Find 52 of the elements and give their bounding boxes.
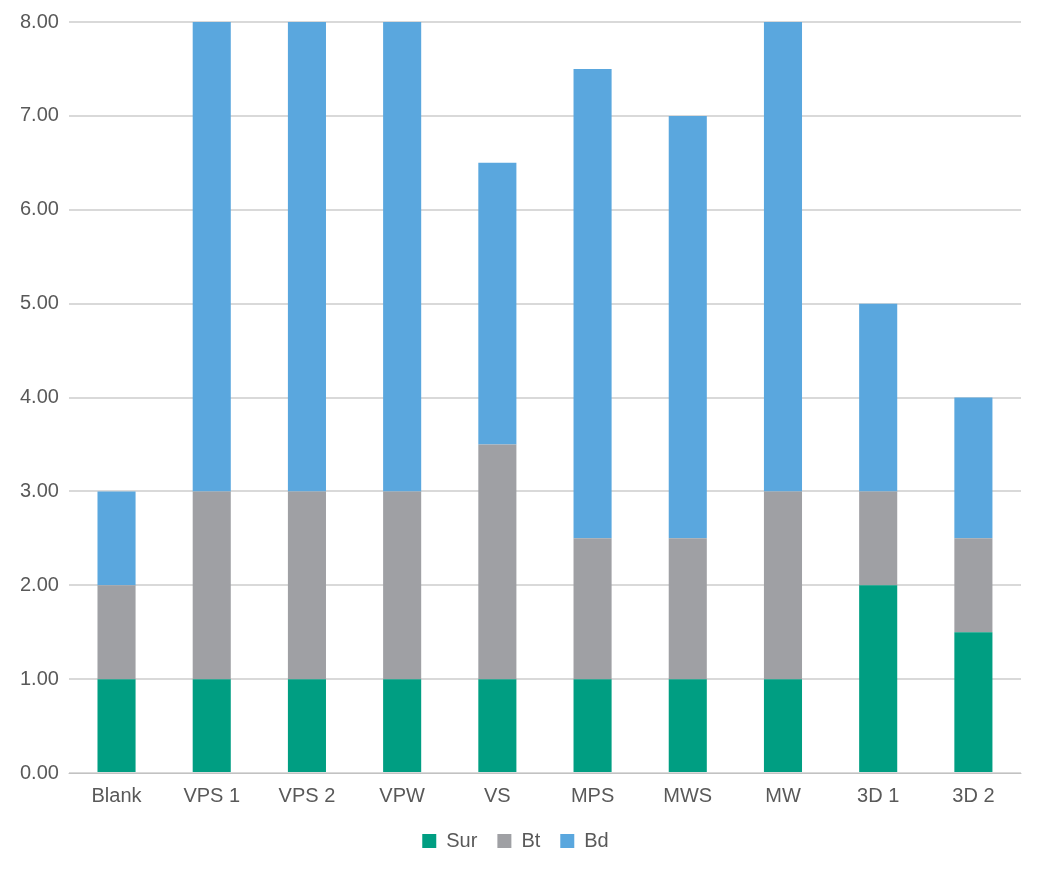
bar — [287, 491, 326, 680]
x-tick-label: 3D 2 — [952, 783, 995, 806]
bar — [383, 679, 422, 772]
bar — [668, 679, 707, 772]
y-tick-label: 7.00 — [19, 103, 59, 126]
x-tick-label: MPS — [570, 783, 615, 806]
x-tick-label: 3D 1 — [857, 783, 900, 806]
bar — [763, 22, 803, 492]
bar — [573, 68, 612, 539]
x-tick-label: MW — [765, 783, 801, 806]
legend-label: Bt — [521, 828, 541, 851]
bar — [668, 115, 707, 539]
bar — [192, 491, 231, 680]
x-tick-label: VPS 1 — [183, 783, 241, 806]
bar — [287, 679, 326, 772]
y-tick-label: 5.00 — [19, 291, 59, 314]
x-tick-label: Blank — [91, 783, 143, 806]
bar — [97, 491, 136, 586]
legend-label: Sur — [446, 828, 478, 851]
x-tick-label: MWS — [663, 783, 713, 806]
y-tick-label: 6.00 — [19, 197, 59, 220]
x-tick-label: VPS 2 — [278, 783, 336, 806]
bar — [954, 632, 993, 772]
bar — [859, 303, 898, 492]
bar — [954, 397, 993, 539]
bar — [478, 679, 517, 772]
y-tick-label: 3.00 — [19, 478, 59, 501]
bar — [954, 538, 993, 633]
bar — [763, 491, 803, 680]
y-tick-label: 0.00 — [19, 760, 59, 783]
bar — [668, 538, 707, 680]
legend-label: Bd — [584, 828, 609, 851]
bar — [383, 22, 422, 492]
y-tick-label: 8.00 — [19, 9, 59, 32]
bar — [573, 679, 612, 772]
bar — [573, 538, 612, 680]
y-tick-label: 2.00 — [19, 572, 59, 595]
bar — [478, 444, 517, 680]
bar — [763, 679, 803, 772]
bar — [383, 491, 422, 680]
y-tick-label: 1.00 — [19, 666, 59, 689]
bar — [287, 22, 326, 492]
bar — [192, 679, 231, 772]
bar — [478, 162, 517, 445]
bar — [859, 585, 898, 772]
bar — [859, 491, 898, 586]
y-tick-label: 4.00 — [19, 385, 59, 408]
bar — [192, 22, 231, 492]
bar — [97, 679, 136, 772]
bar — [97, 585, 136, 680]
x-tick-label: VPW — [379, 783, 426, 806]
x-tick-label: VS — [484, 783, 511, 806]
